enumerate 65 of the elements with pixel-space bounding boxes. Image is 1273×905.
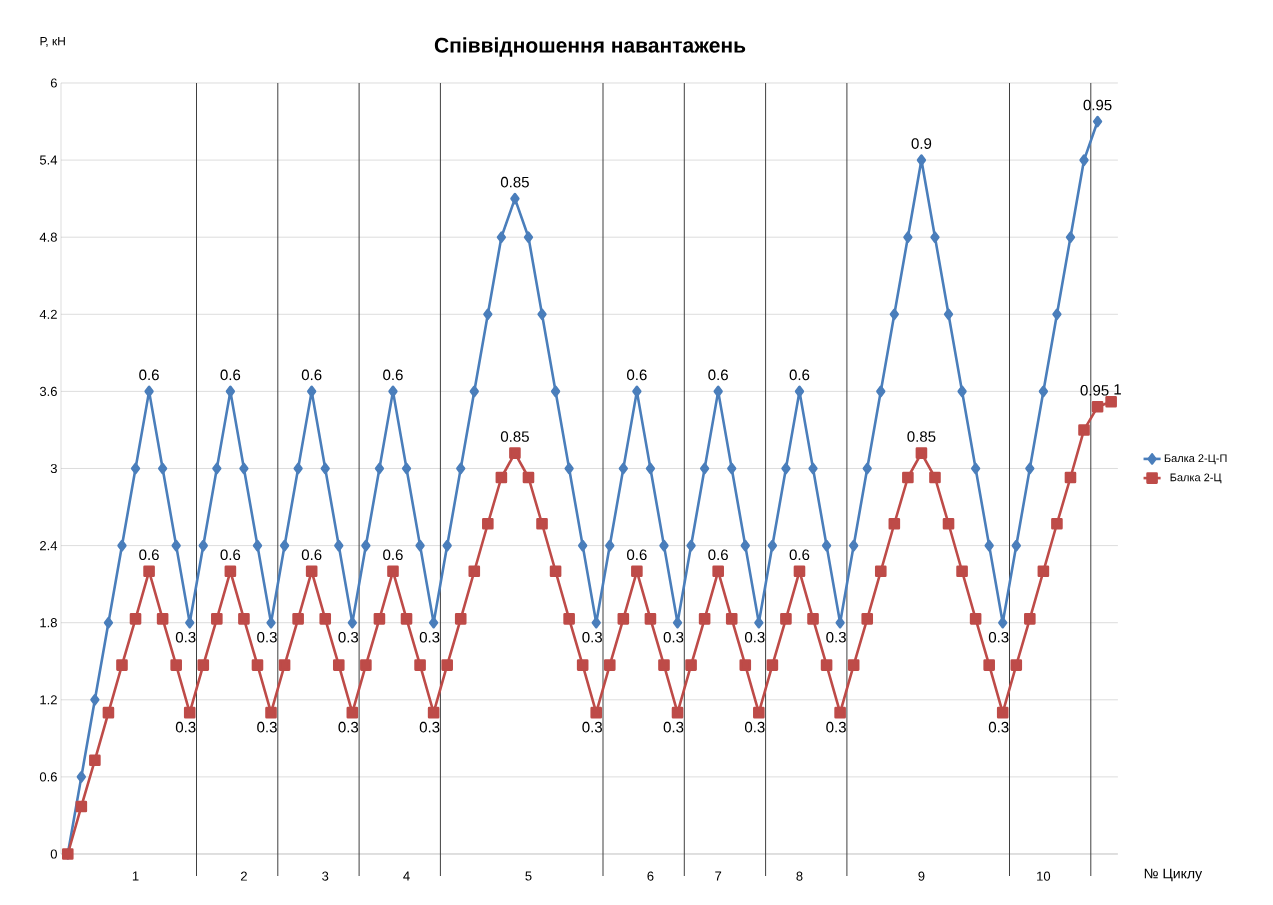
- annotation: 0.3: [419, 721, 440, 733]
- annotation: 0.6: [627, 549, 647, 561]
- x-tick-label: 10: [1037, 871, 1051, 881]
- x-tick-label: 8: [796, 871, 803, 881]
- annotation: 0.6: [789, 549, 810, 561]
- annotation: 0.3: [338, 721, 359, 733]
- annotation: 0.3: [257, 721, 277, 733]
- annotation: 0.3: [744, 631, 765, 643]
- annotation: 0.3: [744, 721, 765, 733]
- annotation: 0.3: [175, 631, 196, 643]
- annotation: 0.6: [708, 549, 728, 561]
- annotation: 0.6: [139, 549, 159, 561]
- annotation: 0.85: [500, 431, 529, 442]
- y-tick-label: 3.6: [39, 386, 57, 396]
- y-tick-label: 1.2: [40, 695, 57, 705]
- annotation: 0.6: [139, 369, 159, 381]
- annotation: 0.6: [220, 549, 241, 561]
- annotation: 0.6: [789, 369, 810, 381]
- annotation: 1: [1114, 384, 1121, 395]
- y-tick-label: 4.8: [39, 232, 57, 242]
- x-tick-label: 4: [403, 871, 410, 881]
- chart-title: Співвідношення навантажень: [434, 37, 746, 57]
- legend-label: Балка 2-Ц: [1170, 473, 1222, 484]
- annotation: 0.3: [582, 631, 602, 643]
- annotation: 0.3: [988, 721, 1009, 733]
- annotation: 0.6: [627, 369, 647, 381]
- x-axis-title: № Циклу: [1144, 868, 1203, 882]
- annotation: 0.3: [419, 631, 440, 643]
- annotation: 0.6: [301, 549, 322, 561]
- y-tick-label: 4.2: [39, 309, 57, 319]
- legend-label: Балка 2-Ц-П: [1164, 454, 1227, 465]
- annotation: 0.3: [988, 631, 1009, 643]
- annotation: 0.6: [301, 369, 322, 381]
- x-tick-label: 2: [240, 871, 247, 881]
- annotation: 0.3: [338, 631, 359, 643]
- x-tick-label: 5: [525, 871, 532, 881]
- y-tick-label: 6: [50, 78, 57, 88]
- y-tick-label: 0: [50, 849, 57, 859]
- y-tick-label: 1.8: [40, 618, 57, 628]
- x-tick-label: 9: [918, 871, 925, 881]
- annotation: 0.95: [1080, 385, 1109, 396]
- annotation: 0.85: [907, 431, 936, 442]
- annotation: 0.3: [663, 631, 684, 643]
- annotation: 0.6: [383, 369, 403, 381]
- x-tick-label: 3: [322, 871, 329, 881]
- x-tick-label: 1: [132, 871, 139, 881]
- annotation: 0.3: [663, 721, 684, 733]
- annotation: 0.3: [826, 721, 846, 733]
- annotation: 0.6: [220, 369, 241, 381]
- annotation: 0.9: [911, 138, 932, 149]
- annotation: 0.95: [1083, 99, 1112, 111]
- x-tick-label: 7: [715, 871, 722, 881]
- annotation: 0.6: [708, 369, 728, 381]
- annotation: 0.3: [826, 631, 846, 643]
- y-tick-label: 3: [50, 463, 57, 474]
- annotation: 0.3: [257, 631, 277, 643]
- y-tick-label: 0.6: [39, 772, 57, 782]
- annotation: 0.3: [582, 721, 602, 733]
- annotation: 0.85: [500, 176, 529, 188]
- y-tick-label: 2.4: [40, 541, 58, 551]
- annotation: 0.6: [383, 549, 403, 561]
- y-tick-label: 5.4: [39, 155, 58, 165]
- y-axis-title: Р, кН: [40, 37, 65, 47]
- annotation: 0.3: [175, 721, 196, 733]
- x-tick-label: 6: [647, 871, 654, 881]
